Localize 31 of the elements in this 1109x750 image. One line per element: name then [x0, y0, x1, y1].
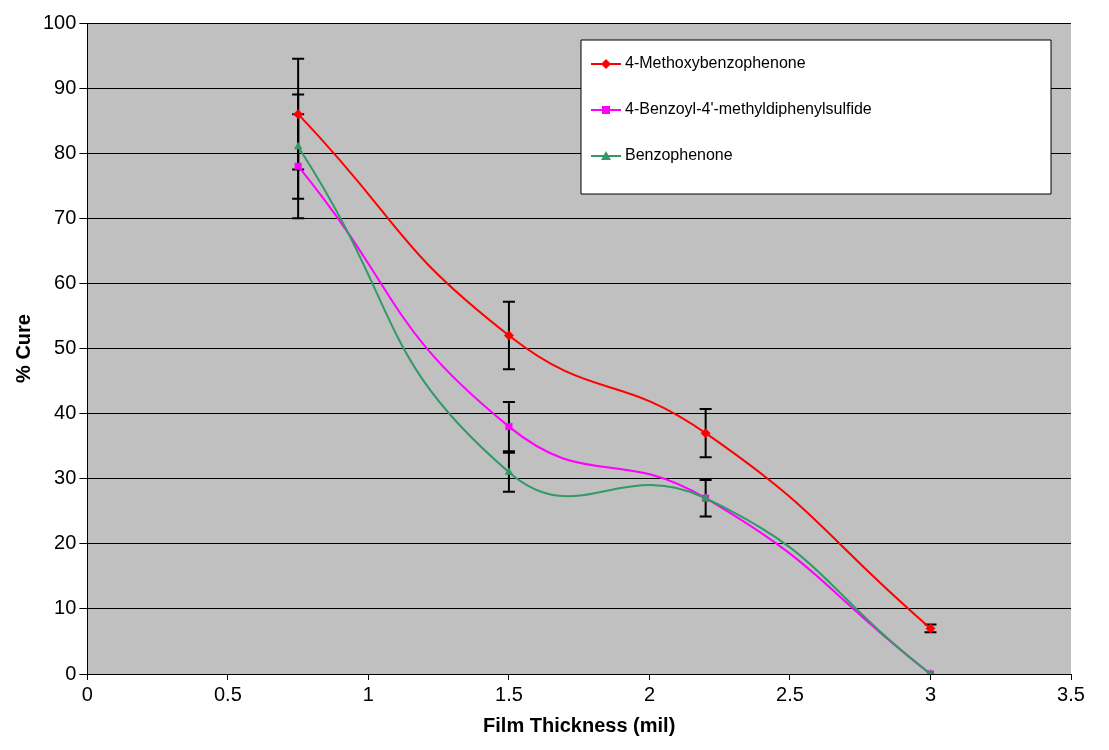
- y-tick-label: 100: [42, 10, 77, 33]
- y-tick-label: 60: [54, 270, 77, 293]
- x-tick-label: 1: [362, 682, 374, 705]
- y-tick-label: 50: [54, 336, 77, 359]
- y-axis-title: % Cure: [11, 314, 34, 383]
- y-tick-label: 20: [54, 531, 77, 554]
- legend-label: 4-Methoxybenzophenone: [625, 54, 806, 72]
- x-tick-label: 2.5: [776, 682, 804, 705]
- y-tick-label: 30: [54, 466, 77, 489]
- y-tick-label: 10: [54, 596, 77, 619]
- y-tick-label: 0: [65, 661, 77, 684]
- x-tick-label: 0: [81, 682, 93, 705]
- point: [503, 330, 514, 341]
- legend-label: 4-Benzoyl-4'-methyldiphenylsulfide: [625, 100, 872, 118]
- x-tick-label: 3: [924, 682, 937, 705]
- y-tick-label: 80: [54, 140, 77, 163]
- x-tick-label: 3.5: [1057, 682, 1085, 705]
- point: [293, 109, 304, 120]
- x-axis-title: Film Thickness (mil): [483, 713, 676, 736]
- y-tick-label: 40: [54, 401, 77, 424]
- y-tick-label: 90: [54, 75, 77, 98]
- y-tick-label: 70: [54, 205, 77, 228]
- point: [700, 428, 711, 439]
- point: [504, 467, 514, 475]
- point: [293, 141, 303, 150]
- x-tick-label: 2: [643, 682, 656, 705]
- point: [505, 423, 513, 431]
- legend-label: Benzophenone: [625, 146, 733, 164]
- x-tick-label: 1.5: [495, 682, 523, 705]
- point: [294, 162, 302, 170]
- x-tick-label: 0.5: [213, 682, 242, 705]
